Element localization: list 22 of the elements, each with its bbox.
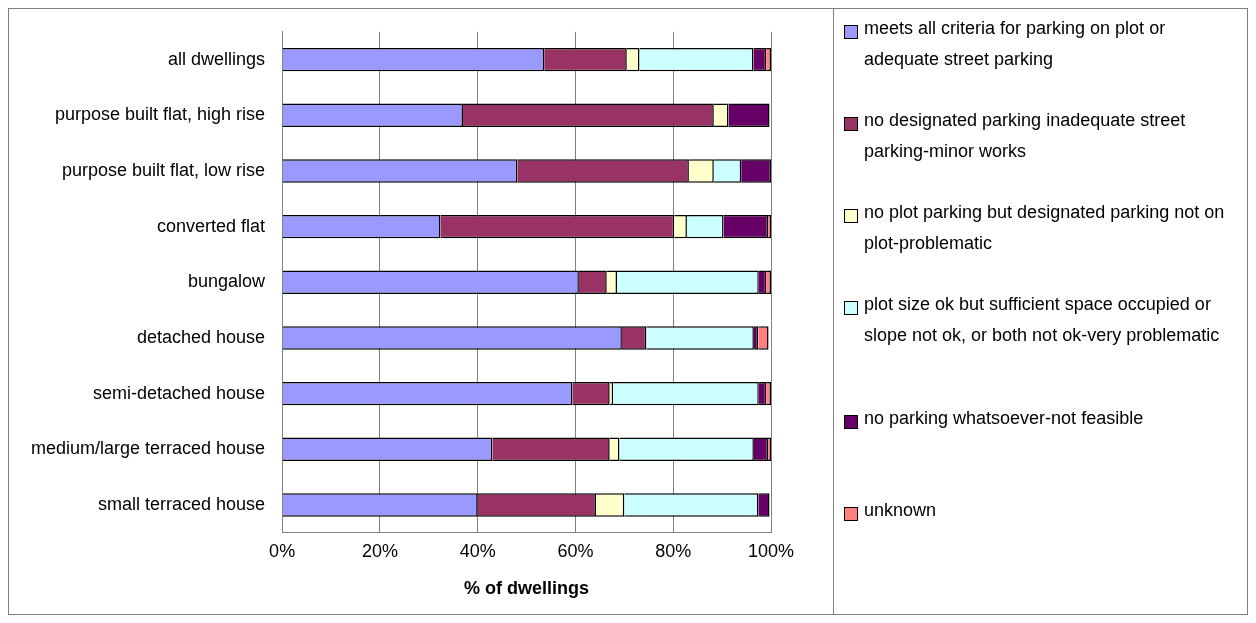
legend-label: no parking whatsoever-not feasible xyxy=(864,407,1144,430)
legend-label: plot size ok but sufficient space occupied or slope not ok, or both not ok-very problematic xyxy=(864,293,1221,347)
y-tick-label: small terraced house xyxy=(98,493,266,514)
y-tick-label: converted flat xyxy=(157,215,266,236)
y-tick-label: all dwellings xyxy=(168,48,266,69)
legend-label: no designated parking inadequate street parking-minor works xyxy=(864,109,1187,163)
x-axis-title: % of dwellings xyxy=(464,578,590,599)
y-tick-label: detached house xyxy=(137,326,266,347)
y-tick-label: medium/large terraced house xyxy=(31,438,266,459)
legend-label: unknown xyxy=(864,499,937,522)
y-tick-label: semi-detached house xyxy=(93,382,266,403)
x-tick-label: 100% xyxy=(747,540,795,561)
y-tick-label: bungalow xyxy=(188,271,267,292)
x-tick-label: 20% xyxy=(361,540,398,561)
y-tick-label: purpose built flat, high rise xyxy=(55,104,266,125)
x-tick-label: 40% xyxy=(459,540,496,561)
x-tick-label: 80% xyxy=(655,540,692,561)
x-tick-label: 0% xyxy=(269,540,296,561)
x-tick-label: 60% xyxy=(557,540,594,561)
legend-label: no plot parking but designated parking not on plot-problematic xyxy=(864,201,1226,255)
legend-label: meets all criteria for parking on plot or adequate street parking xyxy=(864,17,1167,71)
y-tick-label: purpose built flat, low rise xyxy=(62,159,266,180)
